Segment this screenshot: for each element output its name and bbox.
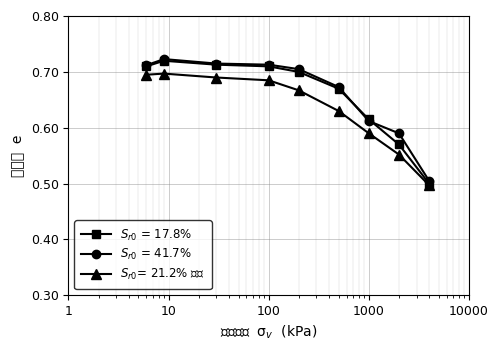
$S_{r0}$ = 41.7% <box>426 179 432 183</box>
$S_{r0}$= 21.2% 浸水 <box>144 73 150 77</box>
$S_{r0}$ = 17.8% <box>296 70 302 74</box>
$S_{r0}$ = 41.7% <box>336 85 342 89</box>
$S_{r0}$ = 41.7% <box>396 131 402 136</box>
$S_{r0}$ = 17.8% <box>396 143 402 147</box>
X-axis label: 銑直応力  σ$_v$  (kPa): 銑直応力 σ$_v$ (kPa) <box>220 323 318 341</box>
Line: $S_{r0}$ = 41.7%: $S_{r0}$ = 41.7% <box>142 55 434 185</box>
$S_{r0}$ = 41.7% <box>161 57 167 61</box>
Legend: $S_{r0}$ = 17.8%, $S_{r0}$ = 41.7%, $S_{r0}$= 21.2% 浸水: $S_{r0}$ = 17.8%, $S_{r0}$ = 41.7%, $S_{… <box>74 220 212 289</box>
Line: $S_{r0}$ = 17.8%: $S_{r0}$ = 17.8% <box>142 57 434 188</box>
Y-axis label: 間隙比  e: 間隙比 e <box>11 134 25 177</box>
$S_{r0}$ = 17.8% <box>214 63 220 67</box>
$S_{r0}$ = 17.8% <box>366 117 372 121</box>
$S_{r0}$ = 17.8% <box>426 182 432 186</box>
$S_{r0}$ = 17.8% <box>161 59 167 63</box>
$S_{r0}$= 21.2% 浸水 <box>336 109 342 113</box>
$S_{r0}$= 21.2% 浸水 <box>161 71 167 76</box>
$S_{r0}$ = 17.8% <box>144 64 150 68</box>
$S_{r0}$= 21.2% 浸水 <box>396 152 402 157</box>
$S_{r0}$= 21.2% 浸水 <box>214 75 220 80</box>
$S_{r0}$= 21.2% 浸水 <box>366 131 372 136</box>
$S_{r0}$ = 41.7% <box>266 63 272 67</box>
$S_{r0}$= 21.2% 浸水 <box>266 78 272 82</box>
$S_{r0}$ = 41.7% <box>366 119 372 123</box>
$S_{r0}$ = 41.7% <box>214 62 220 66</box>
$S_{r0}$= 21.2% 浸水 <box>296 88 302 93</box>
$S_{r0}$ = 41.7% <box>144 63 150 67</box>
Line: $S_{r0}$= 21.2% 浸水: $S_{r0}$= 21.2% 浸水 <box>142 69 434 190</box>
$S_{r0}$ = 41.7% <box>296 67 302 71</box>
$S_{r0}$= 21.2% 浸水 <box>426 183 432 187</box>
$S_{r0}$ = 17.8% <box>266 64 272 68</box>
$S_{r0}$ = 17.8% <box>336 87 342 91</box>
